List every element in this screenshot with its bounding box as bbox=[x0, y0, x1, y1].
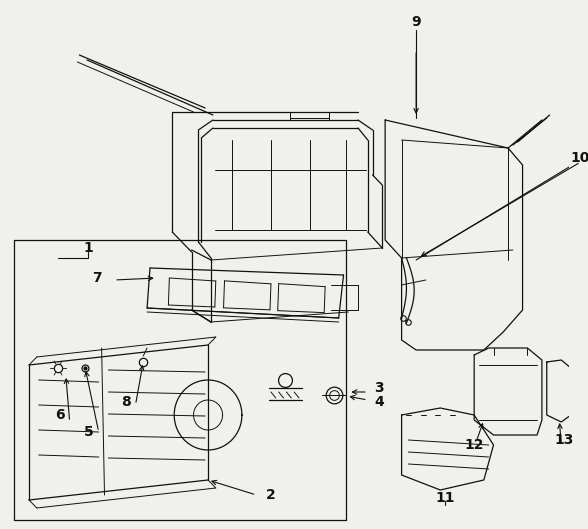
Text: 4: 4 bbox=[375, 395, 384, 409]
Text: 3: 3 bbox=[375, 381, 384, 395]
Text: 8: 8 bbox=[121, 395, 131, 409]
Text: 10: 10 bbox=[571, 151, 588, 165]
Text: 9: 9 bbox=[411, 15, 421, 29]
Text: 12: 12 bbox=[465, 438, 484, 452]
Text: 7: 7 bbox=[92, 271, 102, 285]
Text: 5: 5 bbox=[84, 425, 94, 439]
Text: 11: 11 bbox=[435, 491, 455, 505]
Text: 1: 1 bbox=[83, 241, 93, 255]
Text: 13: 13 bbox=[554, 433, 574, 447]
Text: 6: 6 bbox=[55, 408, 65, 422]
Text: 2: 2 bbox=[266, 488, 276, 502]
